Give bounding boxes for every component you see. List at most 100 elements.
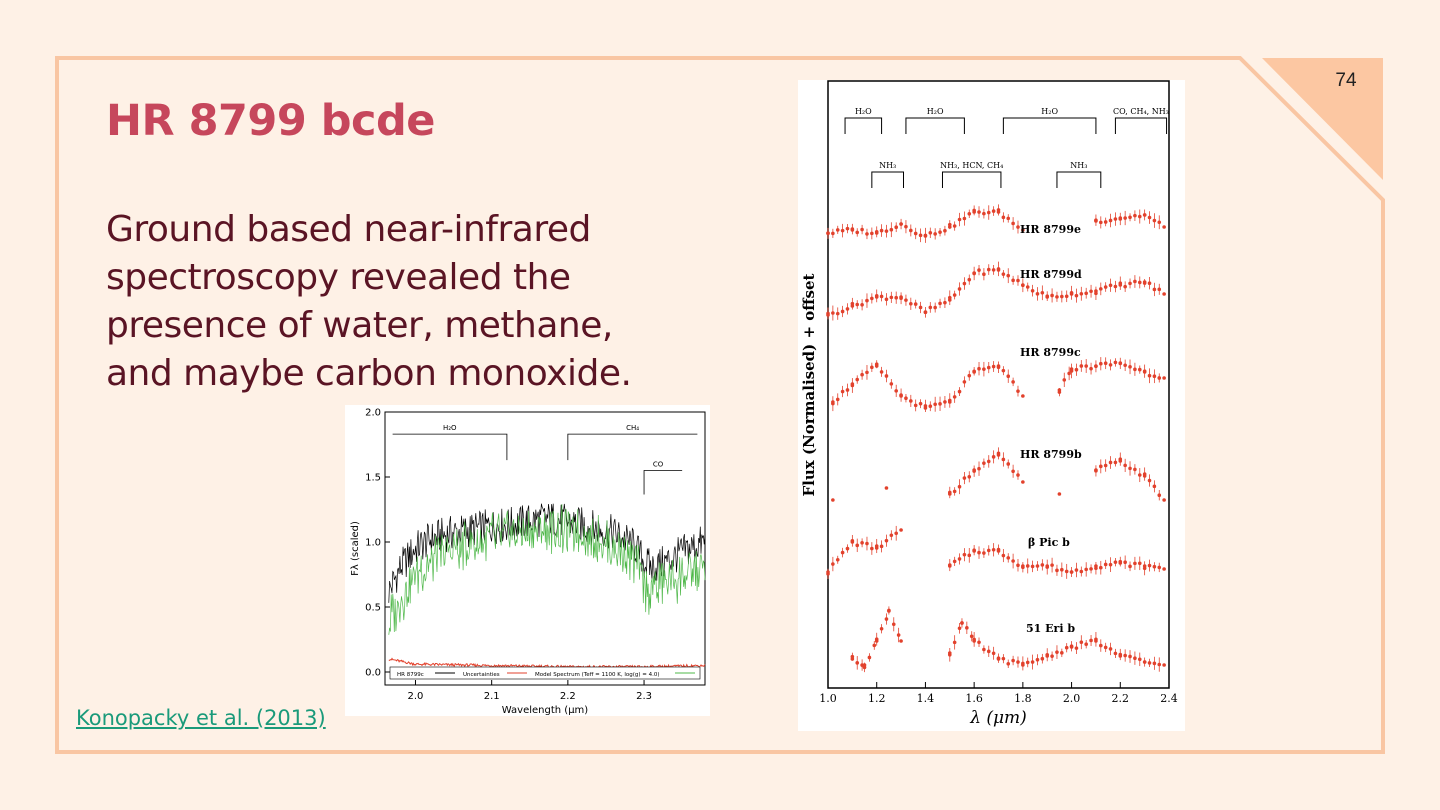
spectrum-series bbox=[831, 447, 1166, 502]
data-point bbox=[1025, 660, 1030, 665]
data-point bbox=[904, 298, 908, 302]
band-bracket bbox=[844, 117, 883, 134]
band-bracket bbox=[1114, 117, 1168, 134]
spectrum-series bbox=[850, 606, 1166, 673]
data-point bbox=[1152, 661, 1157, 666]
data-point bbox=[967, 211, 972, 216]
data-point bbox=[913, 231, 918, 236]
legend-label: HR 8799c bbox=[397, 672, 424, 678]
data-point bbox=[923, 310, 928, 314]
data-point bbox=[986, 210, 991, 215]
data-point bbox=[889, 295, 894, 300]
data-point bbox=[1040, 563, 1045, 567]
data-point bbox=[884, 297, 889, 302]
data-point bbox=[972, 468, 976, 472]
data-point bbox=[1113, 651, 1118, 656]
data-point bbox=[1113, 284, 1118, 289]
data-point bbox=[918, 305, 923, 310]
data-point bbox=[1128, 215, 1132, 220]
data-point bbox=[947, 492, 952, 496]
data-point bbox=[977, 210, 981, 214]
data-point bbox=[1147, 478, 1152, 483]
data-point bbox=[967, 277, 972, 282]
data-point bbox=[986, 365, 991, 370]
data-point bbox=[967, 553, 972, 558]
x-tick-label: 2.0 bbox=[1063, 692, 1081, 705]
data-point bbox=[887, 609, 891, 613]
data-point bbox=[996, 453, 1001, 457]
data-point bbox=[1045, 295, 1050, 299]
data-point bbox=[947, 564, 952, 568]
x-tick-label: 2.2 bbox=[560, 691, 576, 702]
data-point bbox=[1099, 287, 1103, 291]
data-point bbox=[962, 216, 967, 221]
data-point bbox=[855, 302, 860, 307]
data-point bbox=[1123, 463, 1127, 468]
data-point bbox=[1094, 289, 1098, 293]
data-point bbox=[850, 540, 855, 544]
data-point bbox=[1069, 570, 1074, 574]
data-point bbox=[1069, 292, 1074, 296]
data-point bbox=[1128, 365, 1132, 369]
spectrum-chart-large: 1.0 1.2 1.4 1.6 1.8 2.0 2.2 2.4 λ (μm) Flux (Norm… bbox=[800, 80, 1178, 728]
data-point bbox=[991, 209, 996, 213]
series-label: HR 8799d bbox=[1020, 268, 1082, 281]
data-point bbox=[1142, 474, 1147, 478]
data-point bbox=[879, 544, 884, 549]
data-point bbox=[982, 367, 986, 371]
data-point bbox=[1089, 366, 1093, 371]
citation-link[interactable]: Konopacky et al. (2013) bbox=[76, 706, 326, 730]
band-bracket bbox=[1002, 117, 1097, 134]
data-point bbox=[865, 298, 869, 303]
data-point bbox=[957, 484, 962, 489]
data-point bbox=[1137, 657, 1142, 662]
data-point bbox=[1147, 281, 1152, 286]
data-point bbox=[943, 400, 947, 404]
data-point bbox=[1084, 291, 1088, 296]
data-point bbox=[1035, 292, 1040, 296]
data-point bbox=[943, 228, 947, 233]
data-point bbox=[1094, 468, 1098, 472]
data-point bbox=[1021, 283, 1025, 287]
plot-frame bbox=[827, 80, 1170, 689]
data-point bbox=[1079, 364, 1084, 368]
data-point bbox=[1001, 553, 1006, 558]
data-point bbox=[1016, 225, 1020, 229]
data-point bbox=[884, 374, 889, 378]
data-point bbox=[933, 232, 937, 236]
data-point bbox=[1123, 363, 1127, 368]
data-point bbox=[1108, 647, 1113, 651]
data-point bbox=[1084, 642, 1088, 647]
data-point bbox=[1147, 661, 1152, 665]
data-point bbox=[1133, 279, 1137, 284]
data-point bbox=[1030, 564, 1035, 569]
data-point bbox=[938, 402, 942, 406]
data-point bbox=[913, 302, 918, 306]
data-point bbox=[972, 370, 976, 374]
data-point bbox=[1040, 656, 1045, 661]
data-point bbox=[862, 663, 867, 667]
data-point bbox=[840, 389, 845, 394]
data-point bbox=[855, 661, 860, 665]
data-point bbox=[840, 550, 845, 555]
data-point bbox=[1001, 215, 1006, 220]
data-point bbox=[986, 649, 991, 654]
data-point bbox=[870, 296, 874, 301]
data-point bbox=[977, 550, 981, 555]
band-label: H₂O bbox=[927, 107, 944, 116]
data-point bbox=[1103, 562, 1108, 567]
data-point bbox=[1025, 564, 1030, 568]
spectrum-chart-small: 2.0 2.1 2.2 2.3 0.0 0.5 1.0 1.5 2.0 Wavelength (μ… bbox=[350, 408, 706, 716]
x-tick-label: 1.4 bbox=[917, 692, 935, 705]
data-point bbox=[918, 233, 923, 238]
series-label: HR 8799b bbox=[1020, 448, 1082, 461]
data-point bbox=[1137, 561, 1142, 566]
data-point bbox=[1055, 295, 1059, 299]
data-point bbox=[986, 267, 991, 272]
data-point bbox=[952, 640, 957, 645]
data-point bbox=[884, 486, 889, 490]
data-point bbox=[850, 304, 855, 308]
data-point bbox=[1021, 228, 1025, 232]
band-label: H₂O bbox=[855, 107, 872, 116]
data-point bbox=[860, 227, 864, 232]
